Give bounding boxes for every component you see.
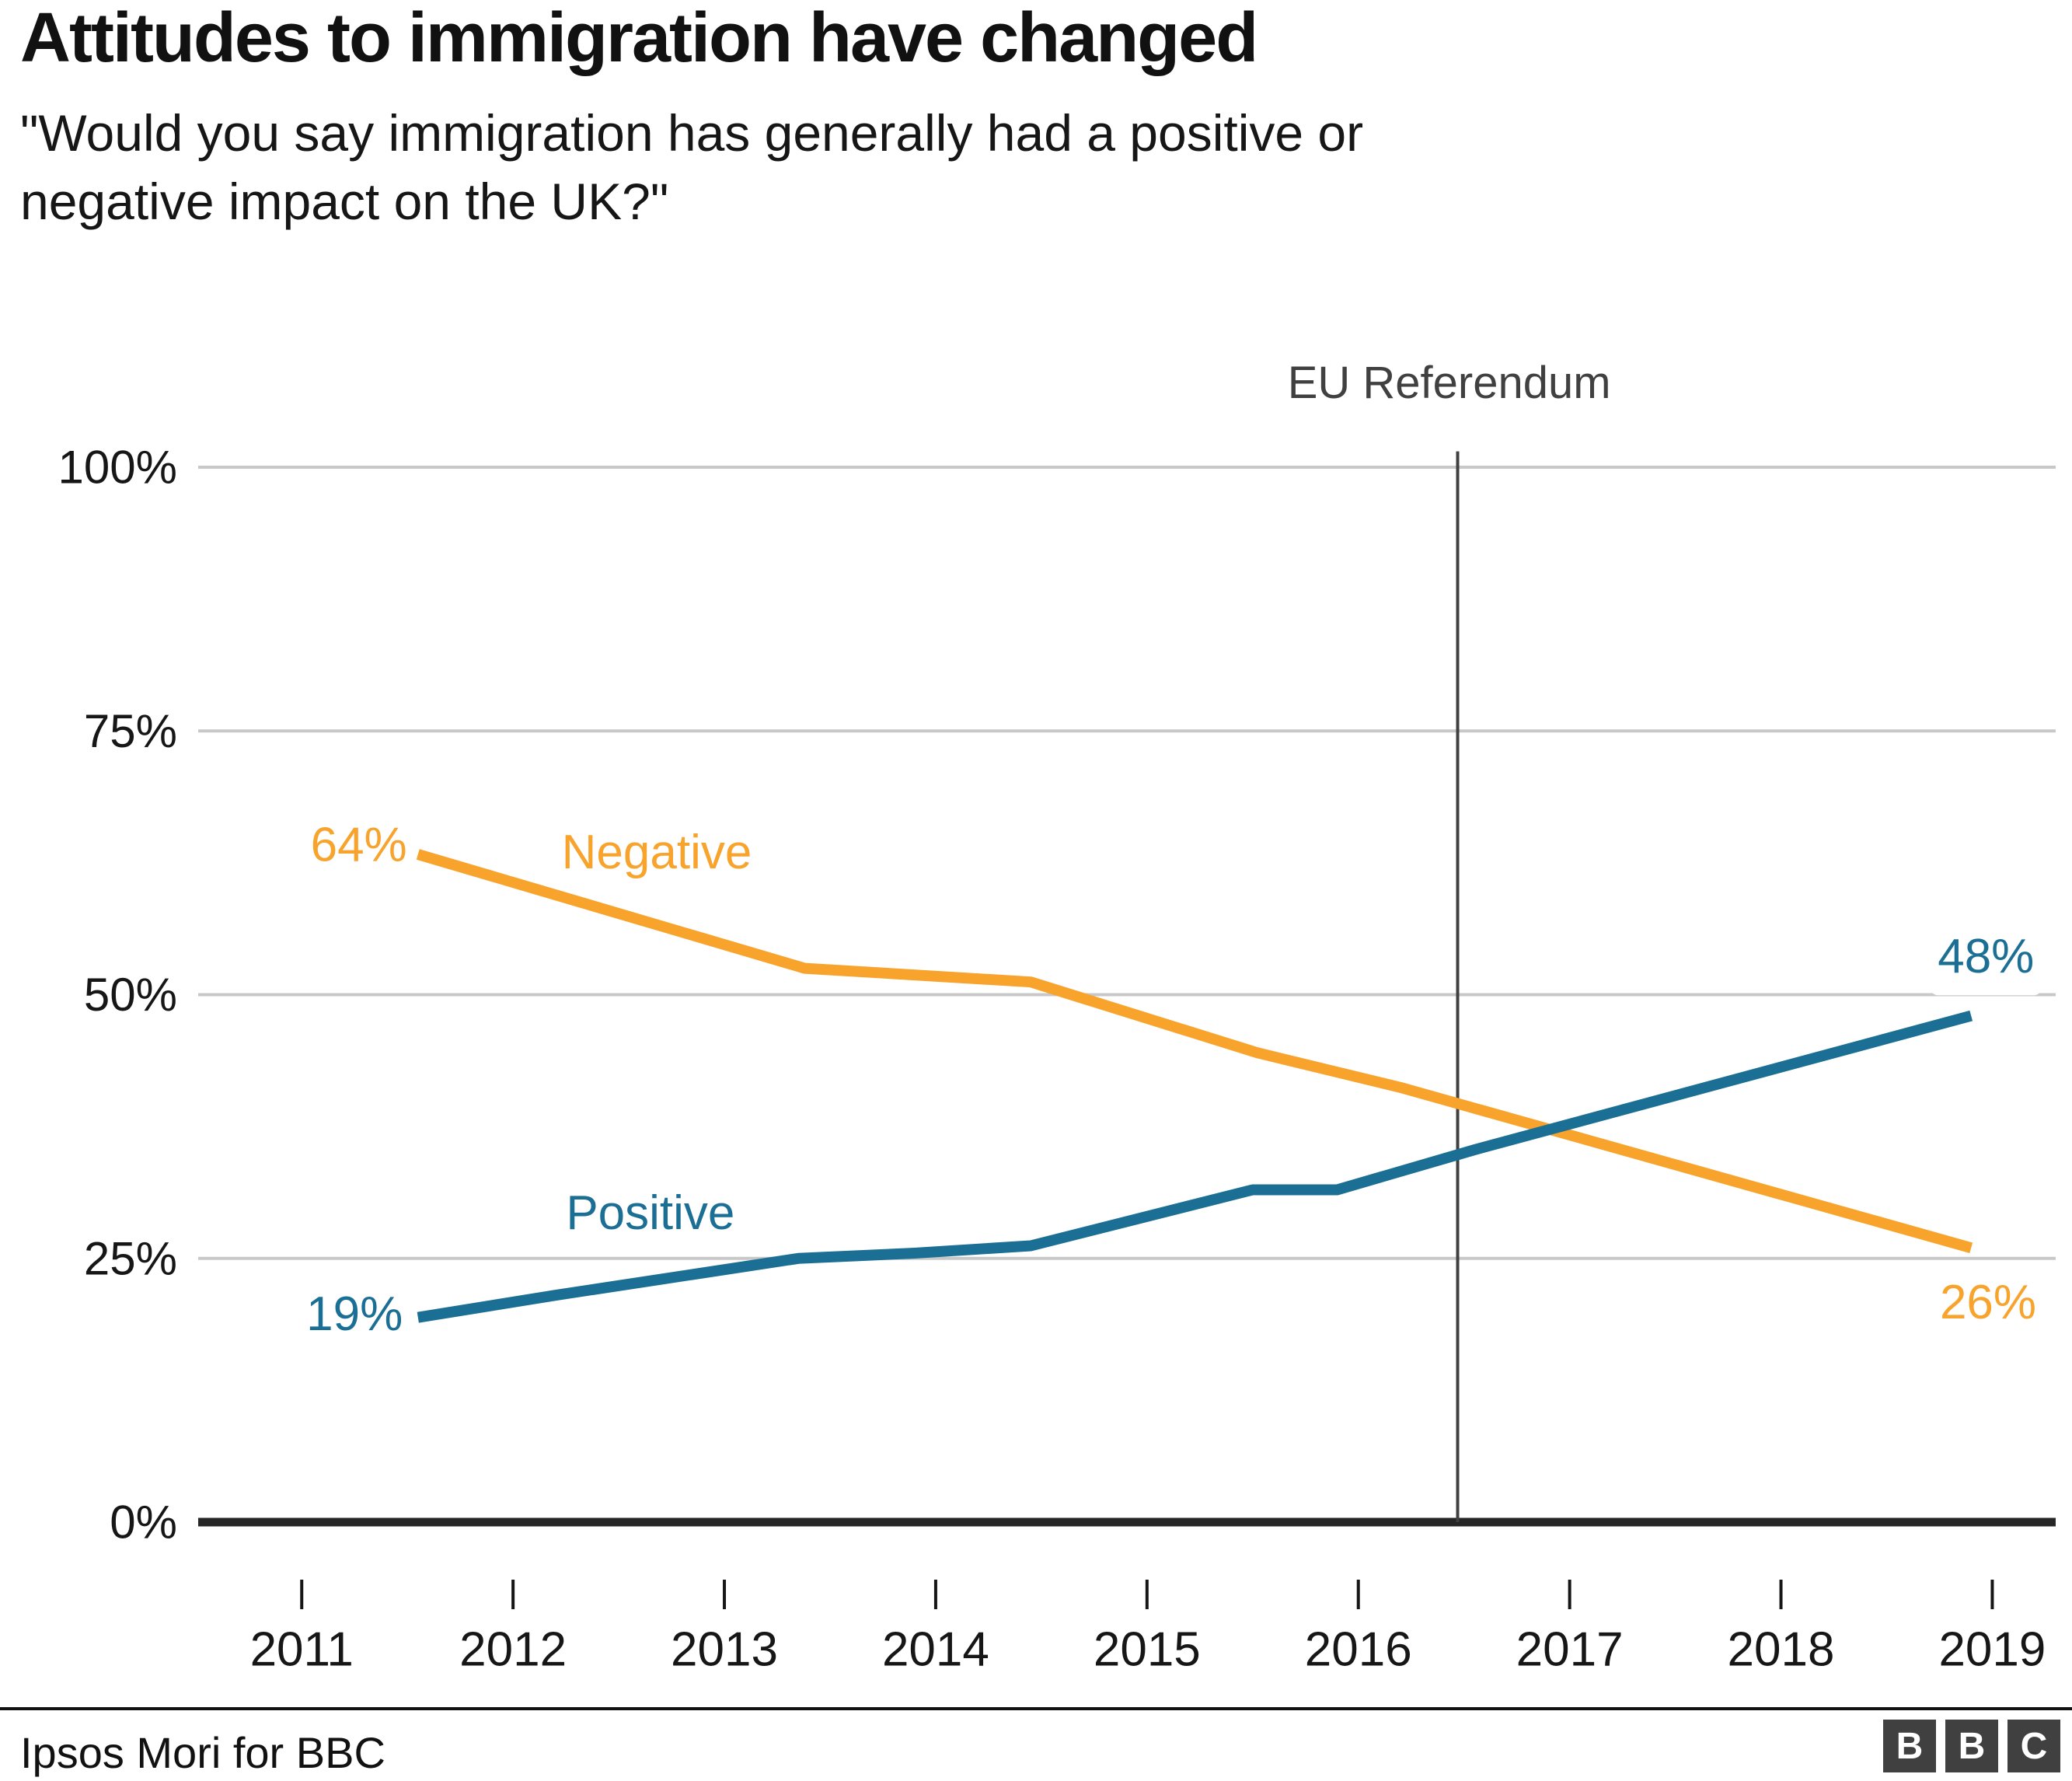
x-tick-label-2019: 2019 xyxy=(1938,1623,2046,1677)
annotation-halo-48 xyxy=(1930,918,2042,996)
y-tick-label-50: 50% xyxy=(84,969,177,1021)
x-tick-label-2018: 2018 xyxy=(1728,1623,1835,1677)
bbc-logo-block-b2: B xyxy=(1945,1720,1998,1772)
eu-referendum-label: EU Referendum xyxy=(1288,358,1611,408)
bbc-logo-block-b1: B xyxy=(1883,1720,1936,1772)
y-tick-label-100: 100% xyxy=(58,442,177,494)
bbc-logo-block-c: C xyxy=(2007,1720,2060,1772)
annotation-19: 19% xyxy=(306,1287,403,1341)
x-tick-label-2015: 2015 xyxy=(1094,1623,1201,1677)
x-tick-label-2017: 2017 xyxy=(1516,1623,1624,1677)
annotation-positive: Positive xyxy=(566,1186,734,1240)
subtitle-line-2: negative impact on the UK?" xyxy=(20,172,669,230)
source-credit: Ipsos Mori for BBC xyxy=(20,1728,385,1777)
y-tick-label-0: 0% xyxy=(110,1496,177,1549)
footer-divider xyxy=(0,1707,2072,1710)
x-tick-label-2014: 2014 xyxy=(882,1623,989,1677)
page-subtitle: "Would you say immigration has generally… xyxy=(20,100,2049,236)
page-title: Attitudes to immigration have changed xyxy=(20,0,1258,77)
bbc-logo: B B C xyxy=(1883,1720,2060,1772)
x-tick-label-2012: 2012 xyxy=(459,1623,567,1677)
annotation-negative: Negative xyxy=(562,826,752,879)
y-tick-label-25: 25% xyxy=(84,1232,177,1284)
annotation-48: 48% xyxy=(1938,930,2034,983)
annotation-64: 64% xyxy=(311,818,407,871)
x-tick-label-2016: 2016 xyxy=(1305,1623,1412,1677)
positive-line xyxy=(417,1010,1973,1323)
y-tick-label-75: 75% xyxy=(84,705,177,757)
x-tick-label-2013: 2013 xyxy=(671,1623,778,1677)
subtitle-line-1: "Would you say immigration has generally… xyxy=(20,104,1364,162)
x-tick-label-2011: 2011 xyxy=(250,1623,354,1677)
negative-line xyxy=(416,849,1973,1253)
annotation-26: 26% xyxy=(1940,1276,2036,1329)
